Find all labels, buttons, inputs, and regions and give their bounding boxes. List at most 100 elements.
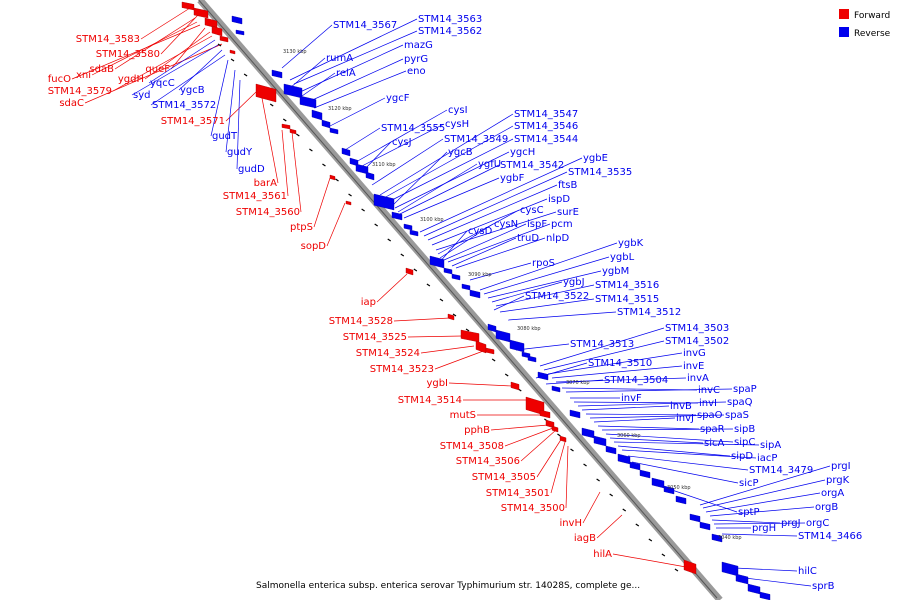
forward-gene-block — [559, 435, 567, 443]
reverse-gene-label: ygbE — [583, 153, 608, 164]
reverse-gene-leader-line — [437, 230, 468, 265]
reverse-gene-label: invF — [621, 393, 642, 404]
reverse-gene-leader-line — [597, 425, 700, 430]
reverse-gene-block — [443, 267, 453, 275]
reverse-gene-label: cysJ — [392, 137, 412, 148]
reverse-gene-label: ygbJ — [563, 277, 585, 288]
reverse-gene-label: STM14_3466 — [798, 531, 862, 542]
reverse-gene-leader-line — [427, 184, 558, 241]
reverse-gene-label: rpoS — [532, 258, 555, 269]
forward-gene-block — [539, 409, 551, 419]
forward-gene-label: STM14_3500 — [501, 503, 565, 514]
reverse-gene-block — [663, 485, 675, 495]
reverse-gene-leader-line — [609, 437, 704, 444]
position-dash — [557, 433, 561, 437]
reverse-gene-leader-line — [605, 433, 734, 443]
reverse-gene-block — [721, 561, 739, 577]
position-dash — [361, 208, 365, 212]
forward-gene-label: ygbI — [426, 378, 448, 389]
position-dash — [661, 553, 666, 557]
reverse-gene-leader-line — [423, 171, 568, 237]
reverse-gene-block — [461, 283, 471, 291]
reverse-gene-leader-line — [281, 24, 333, 69]
reverse-gene-leader-line — [617, 445, 731, 457]
reverse-gene-label: orgB — [815, 502, 838, 513]
forward-gene-block — [219, 35, 229, 43]
legend-reverse-swatch — [839, 27, 849, 37]
legend-forward-swatch — [839, 9, 849, 19]
position-dash — [426, 283, 431, 287]
reverse-gene-label: sicP — [739, 478, 759, 489]
reverse-gene-label: nlpD — [546, 233, 569, 244]
reverse-gene-leader-line — [399, 164, 500, 215]
reverse-gene-leader-line — [627, 455, 749, 471]
kbp-tick-label: 3100 kbp — [420, 217, 444, 223]
forward-gene-label: fucO — [48, 74, 71, 85]
forward-gene-label: STM14_3580 — [96, 49, 160, 60]
reverse-gene-leader-line — [344, 127, 381, 151]
reverse-gene-block — [537, 371, 549, 381]
kbp-tick-label: 3110 kbp — [372, 162, 396, 168]
reverse-gene-label: ygbM — [602, 266, 629, 277]
reverse-gene-label: STM14_3549 — [444, 134, 508, 145]
forward-gene-block — [510, 381, 520, 391]
reverse-gene-label: prgH — [752, 523, 776, 534]
forward-gene-block — [460, 329, 480, 343]
reverse-gene-label: STM14_3512 — [617, 307, 681, 318]
position-dash — [583, 463, 587, 467]
reverse-gene-leader-line — [301, 72, 336, 97]
reverse-gene-leader-line — [479, 242, 618, 291]
forward-gene-leader-line — [420, 345, 475, 354]
reverse-gene-label: hilC — [798, 566, 817, 577]
reverse-gene-label: yqcC — [150, 78, 175, 89]
reverse-gene-label: sprB — [812, 581, 835, 592]
reverse-gene-leader-line — [394, 151, 510, 209]
reverse-gene-leader-line — [299, 44, 404, 93]
reverse-gene-label: gudD — [238, 164, 265, 175]
legend-reverse-label: Reverse — [854, 29, 891, 39]
reverse-gene-leader-line — [391, 151, 448, 207]
reverse-gene-leader-line — [515, 343, 570, 351]
forward-gene-label: sdaC — [59, 98, 84, 109]
reverse-gene-leader-line — [547, 352, 683, 375]
reverse-gene-leader-line — [577, 401, 727, 407]
reverse-gene-label: eno — [407, 66, 426, 77]
forward-gene-label: STM14_3523 — [370, 364, 434, 375]
reverse-gene-label: cysD — [468, 226, 493, 237]
position-dash — [648, 538, 653, 542]
reverse-gene-label: STM14_3479 — [749, 465, 813, 476]
reverse-gene-label: prgJ — [781, 518, 801, 529]
position-dash — [230, 58, 235, 62]
reverse-gene-label: invG — [683, 348, 706, 359]
reverse-gene-block — [231, 15, 243, 25]
position-dash — [491, 358, 496, 362]
forward-gene-leader-line — [582, 491, 601, 524]
reverse-gene-label: orgC — [806, 518, 829, 529]
reverse-gene-block — [569, 409, 581, 419]
forward-gene-label: STM14_3506 — [456, 456, 520, 467]
reverse-gene-block — [639, 469, 651, 479]
reverse-gene-label: STM14_3547 — [514, 109, 578, 120]
reverse-gene-block — [451, 273, 461, 281]
forward-gene-label: STM14_3583 — [76, 34, 140, 45]
forward-gene-block — [475, 340, 487, 354]
reverse-gene-leader-line — [709, 506, 815, 517]
forward-gene-label: mutS — [450, 410, 476, 421]
reverse-gene-leader-line — [561, 387, 698, 391]
position-dash — [596, 478, 600, 482]
reverse-gene-leader-line — [236, 79, 241, 170]
forward-gene-label: sopD — [301, 241, 327, 252]
forward-gene-block — [329, 174, 336, 181]
reverse-gene-label: invB — [670, 401, 692, 412]
reverse-gene-leader-line — [721, 533, 798, 537]
reverse-gene-leader-line — [744, 577, 812, 587]
position-dash — [217, 43, 222, 47]
reverse-gene-leader-line — [621, 449, 757, 459]
reverse-gene-block — [551, 385, 561, 393]
reverse-gene-label: orgA — [821, 488, 844, 499]
reverse-gene-block — [675, 495, 687, 505]
reverse-gene-leader-line — [483, 256, 610, 295]
forward-gene-label: STM14_3525 — [343, 332, 407, 343]
forward-gene-block — [281, 123, 291, 130]
reverse-gene-leader-line — [555, 377, 687, 383]
